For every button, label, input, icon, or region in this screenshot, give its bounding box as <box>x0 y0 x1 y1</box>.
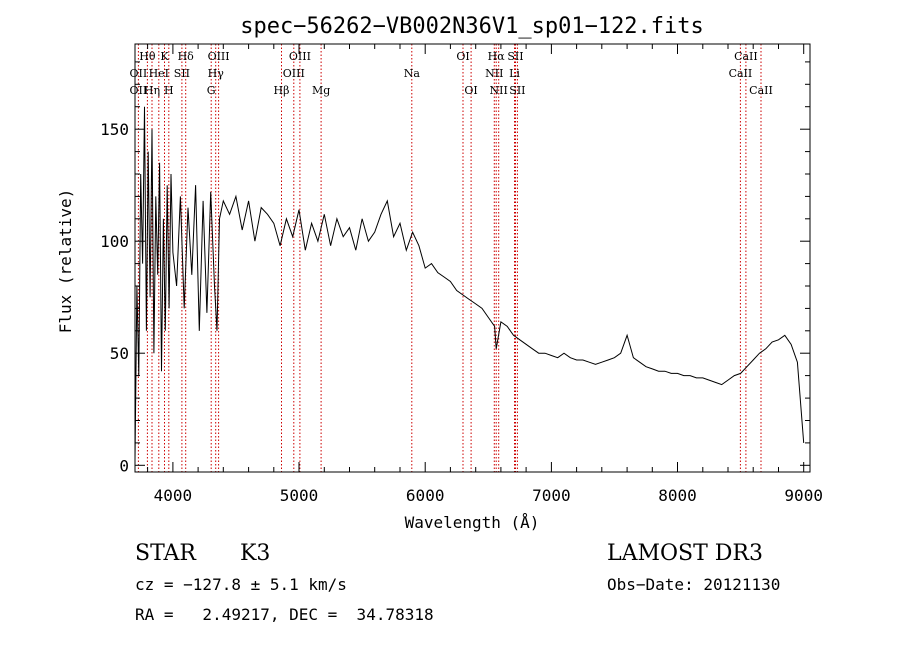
x-tick-label: 8000 <box>658 486 697 505</box>
line-label: Hδ <box>178 50 195 63</box>
spectrum-line <box>134 106 805 461</box>
line-label: OII <box>130 84 148 97</box>
coordinates: RA = 2.49217, DEC = 34.78318 <box>135 605 434 624</box>
line-label: OI <box>464 84 477 97</box>
line-label: Hθ <box>139 50 156 63</box>
line-label: HeI <box>149 67 169 80</box>
y-tick-label: 0 <box>119 456 129 475</box>
line-label: SII <box>174 67 190 80</box>
y-tick-label: 150 <box>100 120 129 139</box>
x-tick-label: 7000 <box>532 486 571 505</box>
x-axis-label: Wavelength (Å) <box>405 513 540 532</box>
chart-title: spec−56262−VB002N36V1_sp01−122.fits <box>240 14 704 39</box>
x-tick-label: 4000 <box>154 486 193 505</box>
line-label: NII <box>485 67 503 80</box>
line-label: H <box>164 84 174 97</box>
x-axis-ticks <box>147 44 805 472</box>
y-tick-label: 50 <box>110 344 129 363</box>
object-subclass: K3 <box>240 541 270 566</box>
line-label: Li <box>509 67 520 80</box>
line-label: CaII <box>749 84 773 97</box>
line-label: SII <box>507 50 523 63</box>
line-label: Hγ <box>208 67 225 80</box>
line-label: Na <box>404 67 421 80</box>
x-tick-label: 6000 <box>406 486 445 505</box>
x-axis-tick-labels: 4000 5000 6000 7000 8000 9000 <box>154 486 823 505</box>
y-axis-tick-labels: 0 50 100 150 <box>100 120 129 475</box>
line-label: OI <box>456 50 469 63</box>
plot-frame <box>134 43 811 473</box>
line-label: K <box>160 50 169 63</box>
line-label: OIII <box>208 50 230 63</box>
line-label: OII <box>130 67 148 80</box>
line-label: CaII <box>729 67 753 80</box>
line-label: CaII <box>734 50 758 63</box>
line-label: NII <box>490 84 508 97</box>
line-label: SII <box>509 84 525 97</box>
line-label: Hα <box>488 50 506 63</box>
redshift-velocity: cz = −127.8 ± 5.1 km/s <box>135 575 347 594</box>
y-axis-label: Flux (relative) <box>56 189 75 334</box>
line-label: OIII <box>283 67 305 80</box>
line-label: OIII <box>289 50 311 63</box>
line-label: G <box>207 84 216 97</box>
y-axis-ticks <box>135 61 810 466</box>
x-tick-label: 5000 <box>280 486 319 505</box>
object-class: STAR <box>135 541 197 566</box>
line-label: Hη <box>144 84 160 97</box>
x-tick-label: 9000 <box>784 486 823 505</box>
line-label: Hβ <box>274 84 290 97</box>
y-tick-label: 100 <box>100 232 129 251</box>
survey-name: LAMOST DR3 <box>607 541 763 566</box>
observation-date: Obs−Date: 20121130 <box>607 575 780 594</box>
line-label: Mg <box>312 84 330 97</box>
